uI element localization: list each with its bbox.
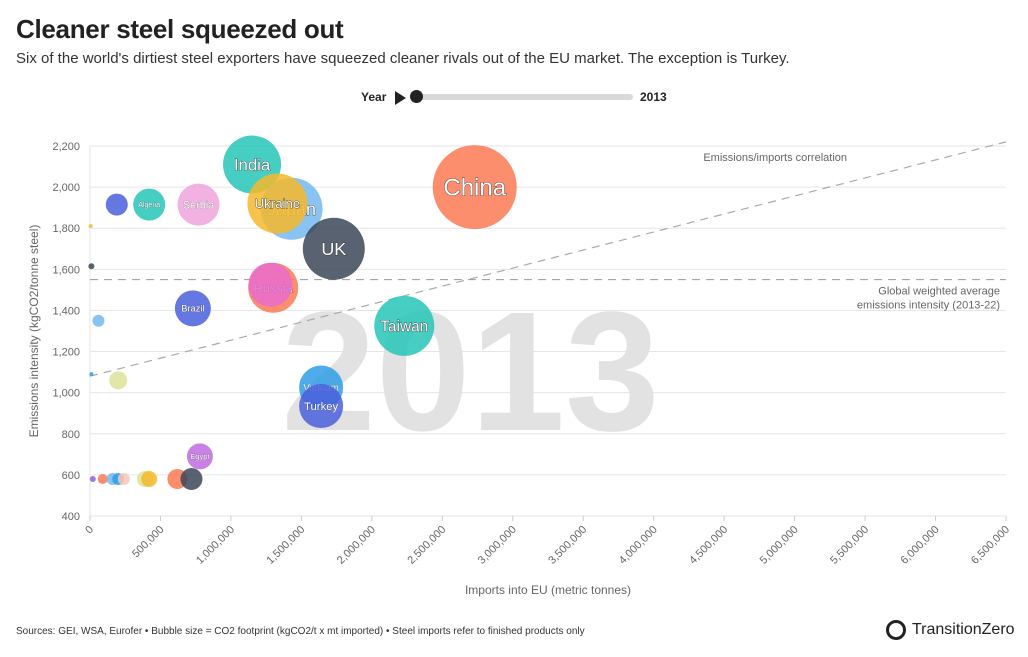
data-point [105, 193, 128, 216]
data-label: Brazil [181, 304, 204, 314]
y-tick-label: 1,600 [52, 264, 80, 276]
y-tick-label: 800 [62, 429, 80, 441]
average-label: emissions intensity (2013-22) [857, 300, 1000, 312]
data-point [89, 372, 94, 377]
x-tick-label: 3,500,000 [546, 524, 589, 567]
data-label: Taiwan [380, 318, 428, 335]
y-axis-title: Emissions intensity (kgCO2/tonne steel) [27, 225, 41, 438]
data-label: India [234, 155, 271, 174]
x-tick-label: 2,000,000 [335, 524, 378, 567]
data-label: UK [321, 239, 346, 259]
data-label: Algeria [138, 202, 160, 209]
y-tick-label: 1,000 [52, 388, 80, 400]
data-point [88, 224, 93, 229]
year-label: Year [361, 90, 387, 104]
y-tick-label: 1,400 [52, 305, 80, 317]
x-tick-label: 0 [83, 524, 96, 537]
x-tick-label: 4,500,000 [687, 524, 730, 567]
data-point [174, 290, 211, 327]
x-tick-label: 5,500,000 [828, 524, 871, 567]
data-point [302, 217, 365, 280]
data-point [177, 183, 220, 226]
brand-icon [886, 620, 906, 640]
data-point [432, 145, 517, 230]
data-point [248, 262, 293, 307]
year-slider-thumb[interactable] [410, 90, 423, 103]
x-tick-label: 2,500,000 [405, 524, 448, 567]
data-label: Turkey [304, 401, 339, 413]
data-point [247, 173, 308, 234]
data-point [141, 471, 158, 487]
data-label: China [443, 175, 506, 202]
play-icon[interactable] [395, 91, 406, 105]
x-tick-label: 1,000,000 [194, 524, 237, 567]
year-watermark: 2013 [281, 277, 659, 467]
year-control: Year 2013 [361, 88, 681, 108]
page-title: Cleaner steel squeezed out [16, 14, 344, 44]
x-tick-label: 6,000,000 [899, 524, 942, 567]
x-tick-label: 5,000,000 [758, 524, 801, 567]
year-value: 2013 [640, 90, 667, 104]
data-point [180, 468, 203, 490]
data-point [133, 188, 166, 221]
data-label: Egypt [190, 452, 210, 461]
x-tick-label: 4,000,000 [617, 524, 660, 567]
correlation-label: Emissions/imports correlation [703, 152, 847, 164]
data-point [374, 295, 435, 356]
brand-logo[interactable]: TransitionZero [886, 620, 1015, 640]
year-slider[interactable] [411, 94, 633, 100]
footer-sources: Sources: GEI, WSA, Eurofer • Bubble size… [16, 626, 585, 637]
page-subtitle: Six of the world's dirtiest steel export… [16, 50, 790, 67]
y-tick-label: 2,200 [52, 141, 80, 153]
y-tick-label: 1,200 [52, 347, 80, 359]
data-point [299, 384, 344, 429]
average-label: Global weighted average [878, 286, 1000, 298]
x-axis-title: Imports into EU (metric tonnes) [465, 583, 631, 597]
data-point [89, 476, 96, 482]
x-tick-label: 3,000,000 [476, 524, 519, 567]
x-tick-label: 1,500,000 [264, 524, 307, 567]
data-point [88, 263, 95, 270]
data-point [92, 314, 105, 327]
data-label: Ukraine [255, 196, 301, 211]
data-label: Serbia [183, 199, 214, 211]
y-tick-label: 600 [62, 470, 80, 482]
data-point [117, 473, 130, 485]
x-tick-label: 500,000 [130, 524, 167, 561]
y-tick-label: 2,000 [52, 182, 80, 194]
data-point [97, 474, 108, 484]
data-point [109, 371, 128, 390]
brand-name: TransitionZero [912, 621, 1015, 638]
correlation-line [89, 141, 1007, 377]
x-tick-label: 6,500,000 [969, 524, 1012, 567]
y-tick-label: 1,800 [52, 223, 80, 235]
data-point [186, 443, 213, 470]
y-tick-label: 400 [62, 511, 80, 523]
